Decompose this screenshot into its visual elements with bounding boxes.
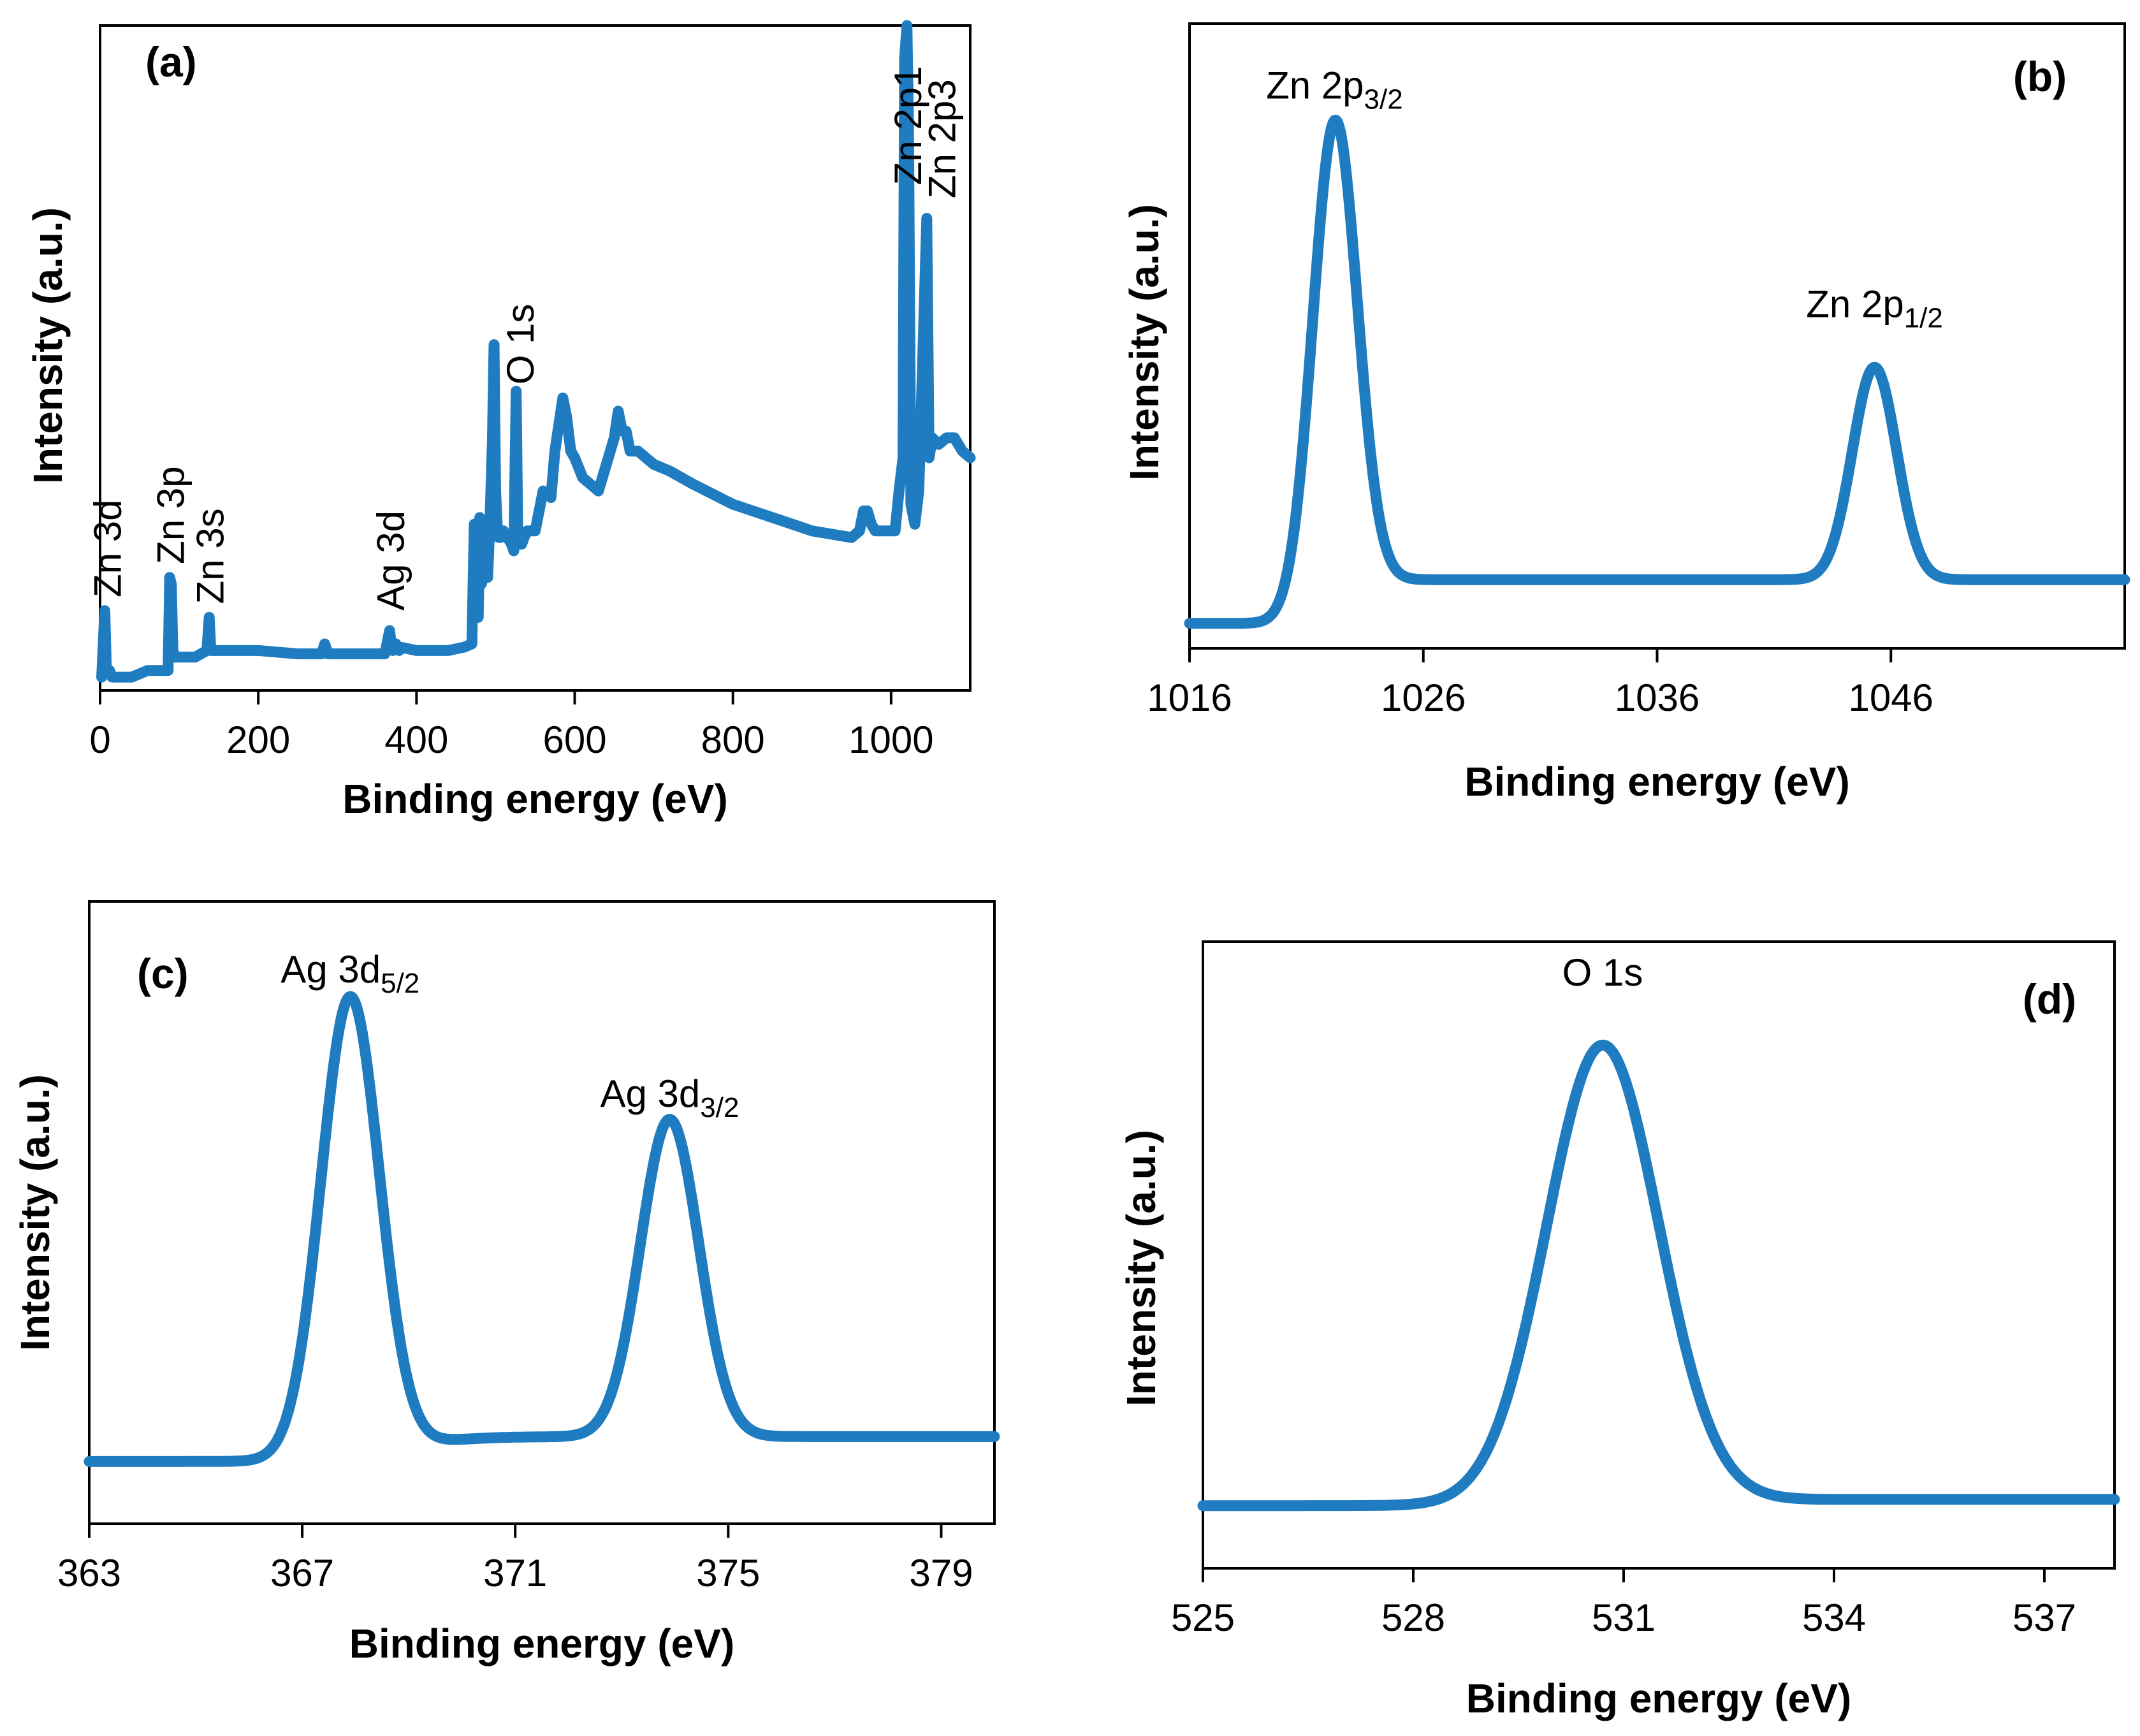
peak-label-main: Ag 3d [280,948,381,991]
x-tick-label: 534 [1802,1596,1866,1639]
x-tick-label: 367 [270,1552,334,1594]
panel-b-label: (b) [2013,53,2067,100]
panel-a: 0 200 400 600 800 1000 Binding energy (eV) In… [25,20,976,822]
panel-c: 363 367 371 375 379 Binding energy (eV) Inte… [12,900,1000,1667]
panel-d-plot-frame [1202,940,2116,1570]
panel-b-y-axis-title: Intensity (a.u.) [1121,204,1167,481]
peak-label-main: Zn 2p [1806,283,1903,326]
x-tick-label: 800 [701,718,765,761]
series-line-ag-3d [84,991,1000,1467]
peak-label: Zn 2p3/2 [1266,64,1403,115]
panel-a-y-axis-title: Intensity (a.u.) [25,207,71,484]
x-tick-label: 1016 [1147,676,1232,719]
panel-c-x-ticks: 363 367 371 375 379 [57,1524,973,1594]
panel-d-annotations: O 1s [1562,951,1643,994]
peak-label: Zn 2p1 [887,66,929,186]
peak-label-main: O 1s [1562,951,1643,994]
panel-a-x-ticks: 0 200 400 600 800 1000 [89,690,934,761]
panel-a-x-axis-title: Binding energy (eV) [342,776,728,822]
panel-c-series [84,991,1000,1467]
peak-label: Zn 3p [150,466,193,564]
peak-label: Ag 3d [370,511,412,611]
x-tick-label: 531 [1592,1596,1656,1639]
panel-d-label: (d) [2023,975,2076,1023]
peak-label-subscript: 5/2 [381,968,419,999]
x-tick-label: 375 [696,1552,760,1594]
panel-b-series [1184,115,2130,629]
panel-a-plot-frame [99,24,972,692]
panel-c-y-axis-title: Intensity (a.u.) [12,1074,58,1351]
peak-label: Zn 2p1/2 [1806,283,1943,334]
panel-d-x-ticks: 525 528 531 534 537 [1171,1568,2076,1639]
panel-b: 1016 1026 1036 1046 Binding energy (eV) Int… [1121,22,2130,805]
series-line-o-1s [1197,1039,2120,1512]
panel-b-plot-frame [1188,22,2126,650]
x-tick-label: 528 [1381,1596,1445,1639]
peak-label-subscript: 3/2 [1364,84,1403,115]
peak-label: Zn 2p3 [921,79,964,198]
panel-c-plot-frame [88,900,996,1525]
panel-d-x-axis-title: Binding energy (eV) [1466,1675,1852,1721]
peak-label: Zn 3d [86,500,129,597]
panel-b-annotations: Zn 2p3/2Zn 2p1/2 [1266,64,1943,334]
panel-d: 525 528 531 534 537 Binding energy (eV) Inte… [1118,940,2120,1721]
x-tick-label: 537 [2013,1596,2076,1639]
peak-label-main: Zn 2p [1266,64,1364,107]
peak-label: O 1s [1562,951,1643,994]
panel-d-y-axis-title: Intensity (a.u.) [1118,1130,1164,1406]
x-tick-label: 525 [1171,1596,1235,1639]
peak-label-main: Ag 3d [600,1072,700,1115]
peak-label-subscript: 3/2 [700,1092,739,1123]
panel-c-label: (c) [137,950,189,997]
x-tick-label: 371 [483,1552,547,1594]
peak-label: O 1s [499,304,542,385]
panel-a-series [96,20,976,683]
panel-c-x-axis-title: Binding energy (eV) [349,1621,735,1667]
peak-label: Ag 3d5/2 [280,948,419,999]
panel-b-x-ticks: 1016 1026 1036 1046 [1147,648,1933,719]
peak-label: Zn 3s [189,508,232,604]
panel-c-annotations: Ag 3d5/2Ag 3d3/2 [280,948,739,1123]
x-tick-label: 363 [57,1552,121,1594]
x-tick-label: 1046 [1849,676,1933,719]
peak-label: Ag 3d3/2 [600,1072,739,1123]
x-tick-label: 1036 [1615,676,1700,719]
panel-b-x-axis-title: Binding energy (eV) [1464,759,1850,805]
x-tick-label: 379 [909,1552,973,1594]
panel-d-series [1197,1039,2120,1512]
x-tick-label: 1026 [1381,676,1466,719]
series-line-zn-2p [1184,115,2130,629]
x-tick-label: 1000 [848,718,933,761]
panel-a-label: (a) [145,38,197,85]
x-tick-label: 400 [384,718,448,761]
peak-label-subscript: 1/2 [1904,303,1943,334]
x-tick-label: 200 [226,718,290,761]
x-tick-label: 0 [89,718,110,761]
x-tick-label: 600 [542,718,606,761]
series-line-survey [96,20,976,683]
